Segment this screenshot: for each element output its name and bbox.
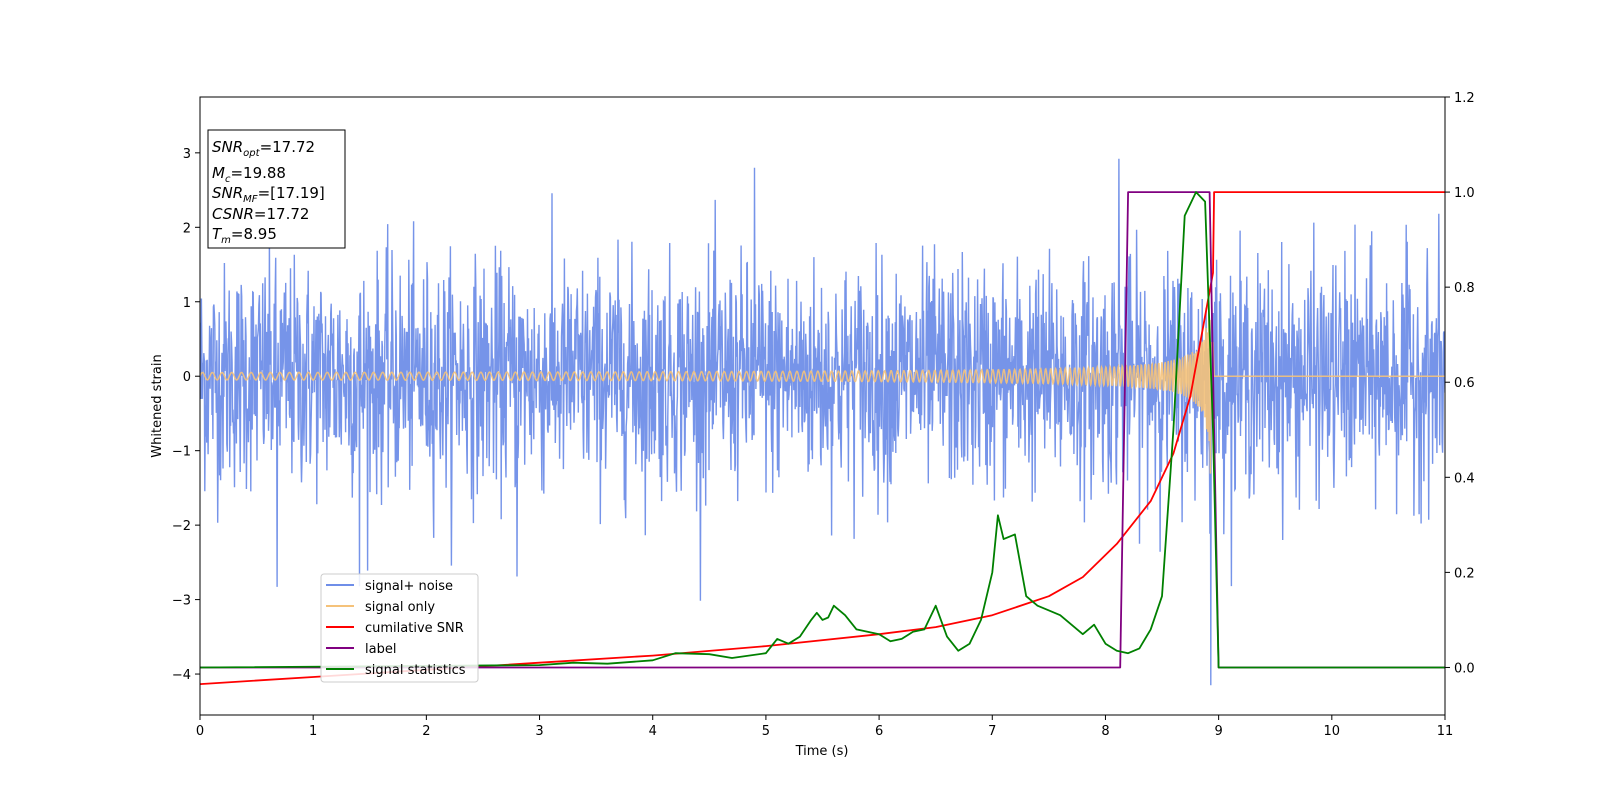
info-line-snr-opt: SNRopt=17.72 <box>212 138 315 159</box>
series-signal-statistics-line <box>200 191 1445 669</box>
x-tick-label-7: 7 <box>988 724 996 739</box>
x-tick-label-11: 11 <box>1437 724 1454 739</box>
y-left-tick-label-3: −1 <box>172 445 191 460</box>
y-left-tick-label-1: −3 <box>172 594 191 609</box>
info-line-csnr: CSNR=17.72 <box>212 205 309 223</box>
plot-frame <box>199 96 1446 716</box>
y-left-tick-label-6: 2 <box>183 221 191 236</box>
x-tick-label-0: 0 <box>196 724 204 739</box>
legend-frame <box>320 573 479 683</box>
y-right-tick-label-5: 1.0 <box>1454 186 1475 201</box>
legend-label-signal-statistics: signal statistics <box>365 663 466 678</box>
series-signal-noise-line <box>200 158 1445 686</box>
x-tick-label-6: 6 <box>875 724 883 739</box>
y-axis-right: 0.0 0.2 0.4 0.6 0.8 1.0 1.2 <box>1445 91 1475 676</box>
y-right-tick-label-2: 0.4 <box>1454 471 1475 486</box>
x-tick-label-5: 5 <box>762 724 770 739</box>
info-line-chirp-mass: Mc=19.88 <box>212 164 286 185</box>
x-tick-label-8: 8 <box>1101 724 1109 739</box>
series-signal-only-line <box>200 312 1445 474</box>
y-left-tick-label-7: 3 <box>183 147 191 162</box>
x-tick-label-1: 1 <box>309 724 317 739</box>
y-left-tick-label-0: −4 <box>172 668 191 683</box>
y-left-tick-label-4: 0 <box>183 370 191 385</box>
y-right-tick-label-6: 1.2 <box>1454 91 1475 106</box>
x-tick-label-2: 2 <box>422 724 430 739</box>
y-axis-label: Whitened strain <box>150 354 165 457</box>
legend-label-cumulative-snr: cumilative SNR <box>365 621 464 636</box>
x-tick-label-10: 10 <box>1324 724 1341 739</box>
y-right-tick-label-1: 0.2 <box>1454 566 1475 581</box>
info-box-frame <box>207 129 346 249</box>
x-tick-label-9: 9 <box>1214 724 1222 739</box>
info-box: SNRopt=17.72 Mc=19.88 SNRMF=[17.19] CSNR… <box>207 129 346 249</box>
legend-label-signal-noise: signal+ noise <box>365 579 453 594</box>
x-axis-label: Time (s) <box>795 744 849 759</box>
x-axis: 0 1 2 3 4 5 6 7 8 9 10 11 <box>196 715 1453 739</box>
series-cumulative-snr-line <box>200 191 1445 685</box>
y-right-tick-label-3: 0.6 <box>1454 376 1475 391</box>
x-tick-label-3: 3 <box>535 724 543 739</box>
info-line-merger-time: Tm=8.95 <box>212 225 277 246</box>
y-right-tick-label-4: 0.8 <box>1454 281 1475 296</box>
x-tick-label-4: 4 <box>649 724 657 739</box>
legend: signal+ noise signal only cumilative SNR… <box>320 573 479 683</box>
legend-label-label: label <box>365 642 396 657</box>
y-right-tick-label-0: 0.0 <box>1454 661 1475 676</box>
legend-label-signal-only: signal only <box>365 600 435 615</box>
y-left-tick-label-5: 1 <box>183 296 191 311</box>
y-axis-left: −4 −3 −2 −1 0 1 2 3 <box>172 147 200 683</box>
series-layer <box>200 158 1445 686</box>
info-line-snr-mf: SNRMF=[17.19] <box>212 184 325 205</box>
y-left-tick-label-2: −2 <box>172 519 191 534</box>
